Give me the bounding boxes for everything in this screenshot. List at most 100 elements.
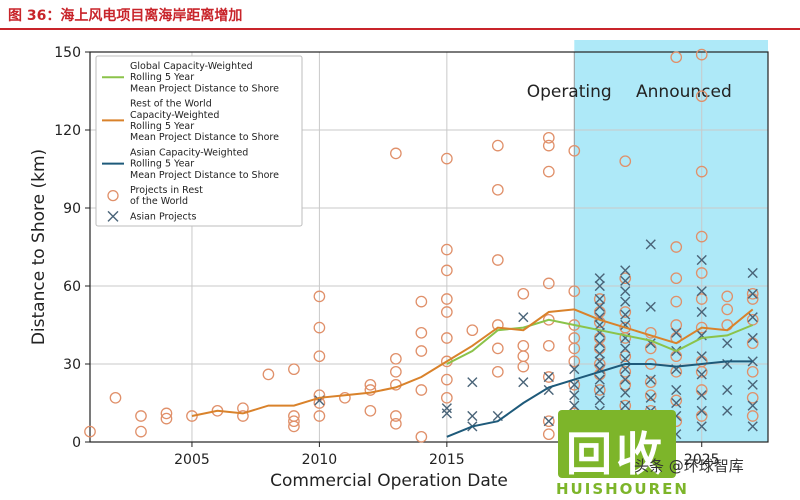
row-project-point [186, 410, 198, 422]
row-project-point [593, 293, 606, 305]
row-project-point [619, 365, 632, 378]
asian-point-stroke [645, 374, 656, 385]
asian-point-stroke [518, 377, 529, 388]
row-project-point [440, 306, 453, 318]
asian-point-stroke [696, 254, 707, 266]
row-project-point [415, 430, 428, 443]
row-project-point [313, 290, 326, 303]
row-project-point [568, 355, 581, 368]
asian-project-point [747, 379, 758, 390]
legend-entry-text: Mean Project Distance to Shore [130, 170, 279, 181]
row-project-point [746, 365, 759, 378]
asian-project-point [620, 400, 631, 411]
asian-point-stroke [620, 374, 631, 385]
asian-point-stroke [645, 392, 656, 403]
asian-project-point [696, 369, 707, 380]
row-project-point [288, 363, 300, 376]
asian-point-stroke [569, 390, 580, 401]
row-project-point [670, 241, 683, 253]
row-project-point [721, 303, 734, 316]
x-tick-label: 2010 [302, 452, 338, 468]
row-project-point [670, 394, 683, 407]
asian-point-stroke [696, 286, 707, 297]
asian-project-point [671, 384, 682, 396]
asian-project-point [594, 374, 605, 385]
legend-entry-text: Capacity-Weighted [130, 110, 219, 121]
asian-point-stroke [747, 288, 758, 299]
asian-project-point [645, 374, 656, 385]
legend-entry-text: of the World [130, 196, 188, 207]
asian-project-point [620, 309, 631, 320]
asian-project-point [747, 312, 758, 323]
asian-point-stroke [467, 410, 478, 422]
asian-project-point [620, 275, 631, 286]
legend-entry-text: Mean Project Distance to Shore [130, 83, 279, 94]
asian-project-point [594, 384, 605, 396]
row-project-point [619, 306, 632, 318]
x-tick-label: 2025 [684, 452, 720, 468]
row-project-point [619, 350, 632, 363]
asian-project-point [645, 301, 656, 312]
row-project-point [440, 243, 453, 256]
legend-entry-text: Rolling 5 Year [130, 159, 194, 170]
asian-project-point [569, 364, 580, 375]
asian-point-stroke [518, 312, 529, 323]
asian-project-point [594, 280, 605, 292]
row-project-point [491, 254, 504, 266]
watermark-logo-text: 回收 [566, 427, 666, 481]
asian-point-stroke [594, 374, 605, 385]
figure-title: 图 36：海上风电项目离海岸距离增加 [8, 8, 243, 24]
row-project-point [390, 417, 402, 430]
row-project-point [695, 90, 708, 103]
row-project-point [695, 365, 708, 378]
row-project-point [390, 147, 402, 160]
plot-frame [89, 51, 769, 443]
row-project-point [313, 321, 326, 334]
asian-project-point [696, 286, 707, 297]
row-project-point [160, 412, 173, 425]
row-project-point [313, 410, 326, 422]
asian-point-stroke [671, 397, 682, 409]
global-mean-line [446, 318, 754, 365]
row-project-point [721, 290, 734, 303]
x-axis-label: Commercial Operation Date [270, 471, 508, 491]
y-tick-label: 90 [63, 201, 81, 217]
row-project-point [288, 415, 300, 428]
asian-point-stroke [594, 301, 605, 312]
row-project-point [517, 350, 530, 363]
asian-point-stroke [620, 353, 631, 364]
row-project-point [440, 264, 453, 277]
row-project-point [491, 365, 504, 378]
asian-point-stroke [594, 312, 605, 323]
asian-point-stroke [620, 400, 631, 411]
asian-point-stroke [594, 356, 605, 367]
row-project-point [695, 48, 708, 61]
legend-x-swatch [107, 210, 119, 222]
asian-project-point [594, 338, 605, 349]
row-project-point [644, 376, 657, 389]
asian-point-stroke [467, 377, 478, 388]
y-axis-label: Distance to Shore (km) [29, 149, 49, 345]
asian-point-stroke [620, 387, 631, 398]
asian-point-stroke [671, 327, 682, 338]
row-project-point [644, 389, 657, 402]
row-project-point [466, 324, 479, 337]
y-tick-label: 120 [54, 123, 81, 139]
annotation-operating: Operating [527, 82, 612, 102]
row-project-point [109, 391, 122, 404]
asian-point-stroke [696, 306, 707, 318]
asian-point-stroke [747, 332, 758, 344]
asian-project-point [518, 312, 529, 323]
asian-project-point [747, 400, 758, 411]
row-project-point [517, 287, 530, 300]
asian-project-point [696, 254, 707, 266]
asian-point-stroke [543, 371, 554, 383]
asian-project-point [722, 405, 733, 416]
asian-project-point [671, 327, 682, 338]
asian-project-point [543, 416, 554, 427]
asian-point-stroke [620, 332, 631, 344]
row-project-point [160, 407, 173, 420]
row-project-point [542, 415, 555, 428]
asian-point-stroke [696, 390, 707, 401]
watermark-caption: 头条 @环球智库 [634, 457, 744, 475]
